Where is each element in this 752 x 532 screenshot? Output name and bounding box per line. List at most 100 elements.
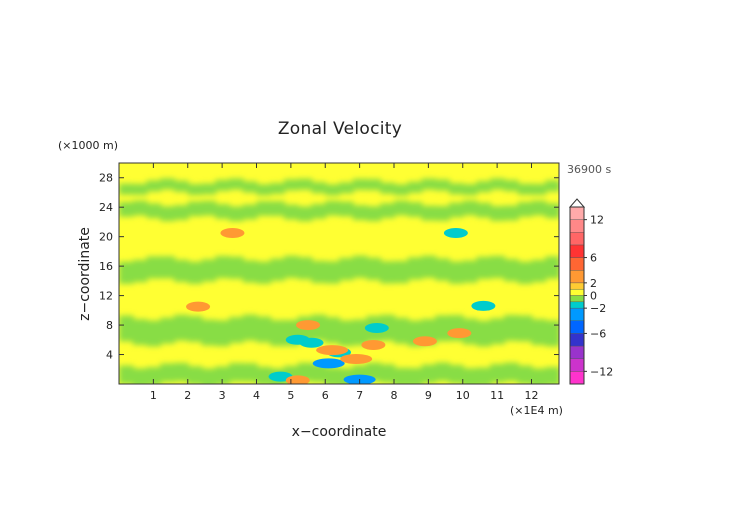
colorbar-swatch [569, 232, 585, 246]
negative-band [325, 200, 340, 216]
y-tick-label: 12 [99, 290, 113, 303]
negative-band [229, 206, 244, 222]
negative-band [270, 182, 285, 195]
colorbar-swatch [569, 206, 585, 220]
velocity-anomaly [296, 320, 321, 331]
negative-band [132, 183, 148, 195]
colorbar-tick-label: −6 [590, 327, 606, 340]
x-axis-ticks: 1 2 3 4 5 6 7 8 9 10 11 12 [150, 163, 539, 402]
negative-band [380, 203, 395, 219]
negative-band [531, 183, 547, 195]
negative-band [187, 316, 203, 342]
negative-band [201, 259, 217, 282]
negative-band [325, 184, 340, 196]
negative-band [435, 315, 450, 342]
x-tick-label: 4 [253, 389, 260, 402]
negative-band [160, 317, 175, 344]
colorbar: 12 6 20−2 −6 −12 [568, 198, 613, 385]
negative-band [174, 314, 189, 341]
negative-band [462, 184, 478, 196]
negative-band [449, 364, 464, 384]
negative-band [160, 178, 175, 190]
negative-band [146, 180, 162, 192]
negative-band [284, 204, 299, 220]
negative-band [119, 365, 134, 384]
negative-band [366, 257, 382, 280]
negative-band [476, 367, 492, 384]
negative-band [229, 363, 244, 382]
colorbar-swatch [569, 301, 585, 309]
negative-band [256, 184, 272, 196]
negative-band [490, 364, 505, 383]
x-tick-label: 8 [391, 389, 398, 402]
negative-band [504, 180, 519, 192]
negative-band [229, 317, 244, 343]
y-axis-ticks: 4 8 12 16 20 24 28 [99, 172, 559, 362]
negative-band [380, 182, 395, 194]
negative-band [284, 255, 299, 278]
colorbar-swatch [569, 307, 585, 321]
x-tick-label: 5 [287, 389, 294, 402]
negative-band [325, 317, 340, 344]
negative-band [394, 184, 409, 196]
y-unit-label: (×1000 m) [58, 139, 118, 152]
negative-band [229, 256, 244, 279]
negative-band [517, 365, 533, 384]
colorbar-tick-label: −12 [590, 365, 613, 378]
negative-band [201, 319, 217, 346]
negative-band [545, 256, 559, 279]
colorbar-swatch [569, 282, 585, 290]
negative-band [394, 261, 409, 284]
negative-band [435, 258, 450, 281]
negative-band [352, 205, 368, 220]
negative-band [215, 256, 230, 279]
colorbar-swatch [569, 219, 585, 233]
negative-band [339, 201, 354, 217]
negative-band [311, 260, 327, 283]
negative-band [490, 178, 505, 190]
negative-band [325, 367, 340, 384]
x-tick-label: 12 [525, 389, 539, 402]
colorbar-tick-label: −2 [590, 302, 606, 315]
velocity-anomaly [186, 301, 211, 312]
negative-band [380, 364, 395, 383]
negative-band [517, 315, 533, 342]
negative-band [242, 363, 258, 382]
negative-band [476, 320, 492, 347]
y-tick-label: 4 [106, 349, 113, 362]
velocity-anomaly [285, 375, 310, 384]
negative-band [174, 205, 189, 220]
negative-band [201, 368, 217, 384]
x-tick-label: 1 [150, 389, 157, 402]
colorbar-swatch [569, 371, 585, 385]
colorbar-swatch [569, 295, 585, 303]
negative-band [394, 200, 409, 216]
negative-band [476, 202, 492, 218]
negative-band [119, 202, 134, 217]
negative-band [174, 259, 189, 282]
negative-band [517, 261, 533, 284]
y-tick-label: 28 [99, 172, 113, 185]
negative-band [490, 256, 505, 279]
negative-band [462, 260, 478, 283]
negative-band [256, 261, 272, 284]
negative-band [517, 202, 533, 217]
x-axis-label: x−coordinate [292, 424, 387, 440]
velocity-anomaly [443, 227, 468, 238]
negative-band [270, 258, 285, 281]
negative-band [421, 205, 437, 221]
negative-band [119, 315, 134, 342]
negative-band [146, 367, 162, 384]
negative-band [352, 319, 368, 346]
negative-band [215, 366, 230, 384]
colorbar-tick-label: 0 [590, 290, 597, 303]
colorbar-swatch [569, 257, 585, 271]
negative-band [531, 259, 547, 283]
negative-band [394, 367, 409, 384]
negative-band [462, 368, 478, 384]
colorbar-swatch [569, 345, 585, 359]
x-tick-label: 3 [219, 389, 226, 402]
velocity-anomaly [447, 328, 472, 339]
colorbar-tick-label: 12 [590, 214, 604, 227]
x-tick-label: 10 [456, 389, 470, 402]
